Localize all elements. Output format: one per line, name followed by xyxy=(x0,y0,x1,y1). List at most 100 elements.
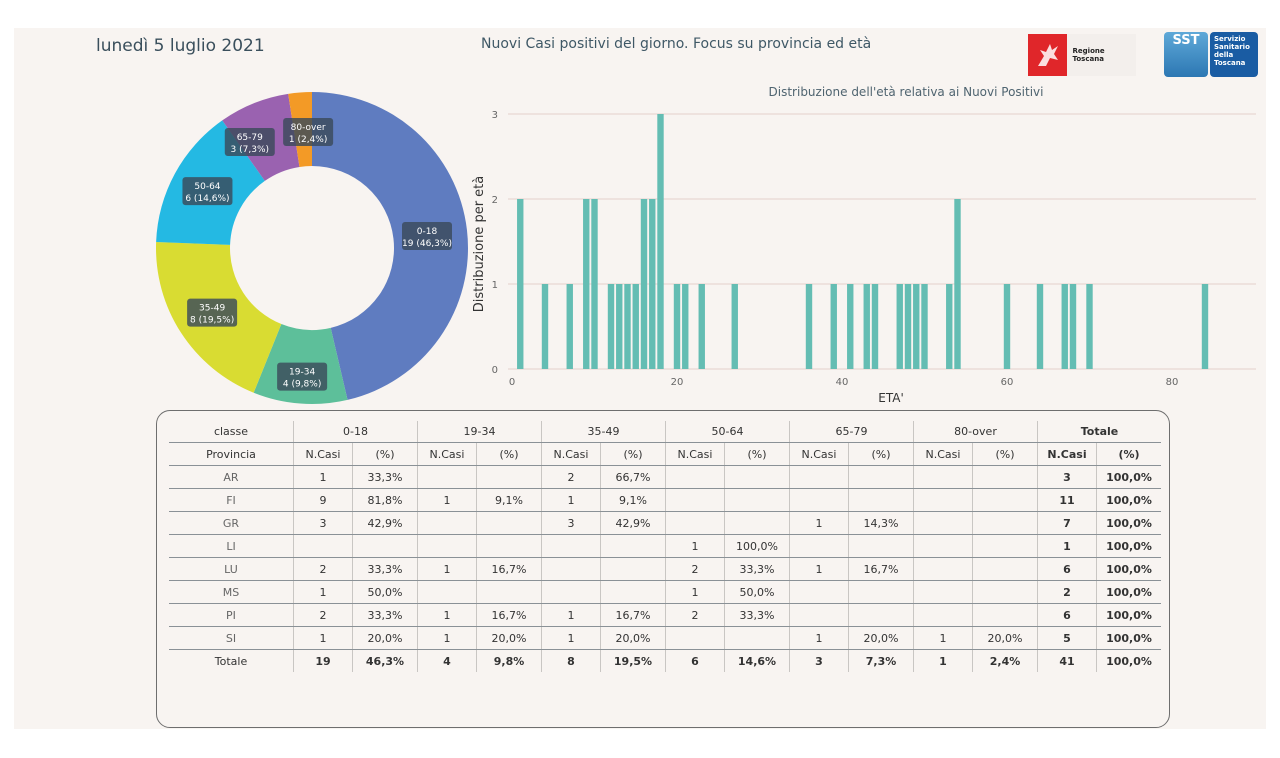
table-cell: 100,0% xyxy=(1096,603,1161,627)
donut-slice-0-18[interactable] xyxy=(312,92,469,400)
table-cell xyxy=(541,534,601,558)
table-cell: 100,0% xyxy=(1096,465,1161,489)
donut-label: 35-49 8 (19,5%) xyxy=(187,298,238,327)
x-tick-label: 60 xyxy=(1001,377,1014,388)
donut-label-class: 35-49 xyxy=(199,304,225,314)
table-cell: 20,0% xyxy=(848,626,914,650)
donut-label-value: 1 (2,4%) xyxy=(289,135,327,145)
age-bar-20[interactable] xyxy=(673,284,681,369)
age-bar-13[interactable] xyxy=(616,284,623,369)
y-tick-label: 1 xyxy=(492,280,498,291)
age-bar-17[interactable] xyxy=(649,199,656,369)
table-cell: 1 xyxy=(665,534,725,558)
age-bar-44[interactable] xyxy=(871,284,879,369)
table-cell xyxy=(476,465,542,489)
total-cell: 7,3% xyxy=(848,649,914,672)
table-cell xyxy=(848,465,914,489)
x-tick-label: 40 xyxy=(836,377,849,388)
percent-header: (%) xyxy=(600,442,666,466)
province-cell: GR xyxy=(169,511,294,535)
table-cell xyxy=(417,580,477,604)
total-cell: 41 xyxy=(1037,649,1097,672)
age-bar-48[interactable] xyxy=(904,284,912,369)
table-cell xyxy=(913,534,973,558)
age-bar-14[interactable] xyxy=(624,284,631,369)
x-tick-label: 20 xyxy=(671,377,684,388)
age-bar-16[interactable] xyxy=(640,199,648,369)
table-cell xyxy=(972,534,1038,558)
table-cell xyxy=(665,465,725,489)
age-bar-47[interactable] xyxy=(896,284,903,369)
age-bar-18[interactable] xyxy=(657,114,664,369)
age-bar-7[interactable] xyxy=(566,284,573,369)
age-bar-12[interactable] xyxy=(607,284,615,369)
age-bar-15[interactable] xyxy=(632,284,639,369)
age-bar-49[interactable] xyxy=(913,284,920,369)
report-date: lunedì 5 luglio 2021 xyxy=(96,36,265,56)
table-header-sub: Provincia N.Casi (%) N.Casi (%) N.Casi (%) N.Ca… xyxy=(169,442,1161,466)
age-bar-10[interactable] xyxy=(591,199,598,369)
donut-label-class: 50-64 xyxy=(194,182,220,192)
histogram-x-label: ETA' xyxy=(878,391,904,405)
table-cell xyxy=(476,534,542,558)
table-cell xyxy=(972,488,1038,512)
age-bar-36[interactable] xyxy=(805,284,813,369)
table-cell: 100,0% xyxy=(1096,557,1161,581)
age-bar-70[interactable] xyxy=(1086,284,1093,369)
age-bar-67[interactable] xyxy=(1061,284,1068,369)
table-row: AR 1 33,3% 2 66,7% 3 100,0% xyxy=(169,465,1161,489)
sst-mark: SST xyxy=(1164,32,1208,77)
age-bar-4[interactable] xyxy=(541,284,549,369)
age-bar-1[interactable] xyxy=(517,199,524,369)
table-cell: 16,7% xyxy=(600,603,666,627)
percent-header: (%) xyxy=(724,442,790,466)
donut-label: 0-18 19 (46,3%) xyxy=(402,222,452,250)
province-cell: AR xyxy=(169,465,294,489)
age-bar-50[interactable] xyxy=(921,284,928,369)
table-cell: 1 xyxy=(1037,534,1097,558)
table-cell: 3 xyxy=(1037,465,1097,489)
age-bar-54[interactable] xyxy=(954,199,961,369)
table-cell xyxy=(913,488,973,512)
age-bar-43[interactable] xyxy=(863,284,870,369)
table-cell: 1 xyxy=(665,580,725,604)
table-cell xyxy=(352,534,418,558)
n-casi-header: N.Casi xyxy=(417,442,477,466)
table-cell xyxy=(972,557,1038,581)
age-bar-68[interactable] xyxy=(1069,284,1077,369)
percent-header: (%) xyxy=(848,442,914,466)
table-cell: 42,9% xyxy=(352,511,418,535)
percent-header: (%) xyxy=(1096,442,1161,466)
table-cell: 1 xyxy=(417,488,477,512)
age-bar-84[interactable] xyxy=(1201,284,1209,369)
age-bar-41[interactable] xyxy=(847,284,854,369)
total-cell: 3 xyxy=(789,649,849,672)
age-bar-60[interactable] xyxy=(1003,284,1011,369)
table-cell xyxy=(789,534,849,558)
donut-label-class: 65-79 xyxy=(237,133,263,143)
table-cell: 2 xyxy=(293,557,353,581)
age-bar-39[interactable] xyxy=(830,284,837,369)
age-bar-64[interactable] xyxy=(1036,284,1044,369)
table-cell xyxy=(541,580,601,604)
donut-label-value: 6 (14,6%) xyxy=(185,194,229,204)
age-bar-27[interactable] xyxy=(731,284,738,369)
table-cell: 50,0% xyxy=(352,580,418,604)
age-bar-23[interactable] xyxy=(698,284,705,369)
table-row: GR 3 42,9% 3 42,9% 1 14,3% 7 100,0% xyxy=(169,511,1161,535)
table-cell: 1 xyxy=(789,626,849,650)
age-bar-53[interactable] xyxy=(946,284,953,369)
donut-label-class: 80-over xyxy=(291,123,326,133)
age-bar-21[interactable] xyxy=(682,284,689,369)
donut-label-class: 19-34 xyxy=(289,368,315,378)
age-bar-9[interactable] xyxy=(583,199,590,369)
table-cell xyxy=(789,603,849,627)
table-cell xyxy=(972,603,1038,627)
table-cell: 6 xyxy=(1037,603,1097,627)
donut-label-value: 3 (7,3%) xyxy=(231,145,269,155)
table-cell: 2 xyxy=(541,465,601,489)
table-row: PI 2 33,3% 1 16,7% 1 16,7% 2 33,3% 6 100,0% xyxy=(169,603,1161,627)
table-cell xyxy=(913,465,973,489)
table-cell: 11 xyxy=(1037,488,1097,512)
table-cell xyxy=(789,580,849,604)
